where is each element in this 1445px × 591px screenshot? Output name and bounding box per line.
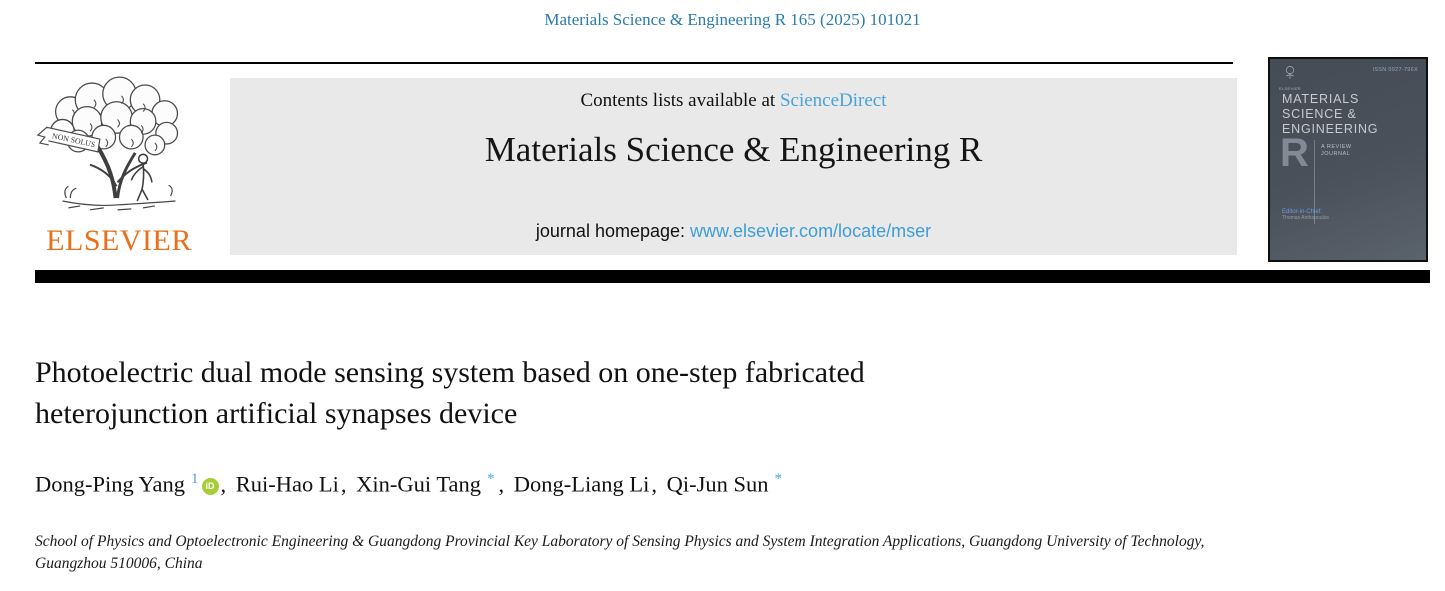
article-title-line1: Photoelectric dual mode sensing system b… — [35, 356, 865, 389]
journal-homepage-link[interactable]: www.elsevier.com/locate/mser — [690, 221, 932, 241]
orcid-icon[interactable]: iD — [201, 477, 219, 495]
cover-subtitle-line: A REVIEW — [1321, 144, 1352, 150]
author-list: Dong-Ping Yang 1 iD, Rui-Hao Li, Xin-Gui T… — [35, 471, 784, 498]
author-separator: , — [498, 471, 510, 497]
author-separator: , — [220, 471, 232, 497]
top-rule — [35, 62, 1233, 64]
elsevier-wordmark: ELSEVIER — [46, 224, 192, 257]
journal-cover: ELSEVIER ISSN 0927-796X MATERIALS SCIENC… — [1268, 57, 1428, 262]
corresponding-author-mark[interactable]: * — [487, 471, 495, 487]
article-title: Photoelectric dual mode sensing system b… — [35, 352, 865, 434]
cover-journal-title: MATERIALS SCIENCE & ENGINEERING — [1282, 92, 1378, 137]
affiliation-text: School of Physics and Optoelectronic Eng… — [35, 533, 1205, 572]
cover-issn: ISSN 0927-796X — [1372, 67, 1418, 73]
corresponding-author-mark[interactable]: * — [774, 471, 783, 487]
author-name: Dong-Ping Yang — [35, 471, 186, 497]
sciencedirect-link[interactable]: ScienceDirect — [779, 90, 887, 111]
cover-editor-block: Editor-in-Chief: Thomas Anthopoulos — [1282, 209, 1329, 221]
article-title-line2: heterojunction artificial synapses devic… — [35, 397, 518, 430]
journal-title: Materials Science & Engineering R — [484, 130, 983, 169]
cover-subtitle: A REVIEW JOURNAL — [1321, 144, 1352, 158]
cover-title-line: MATERIALS — [1282, 92, 1360, 106]
author-name: Qi-Jun Sun — [666, 471, 769, 497]
elsevier-tree-icon: NON SOLUS — [36, 76, 179, 211]
author-name: Xin-Gui Tang — [356, 471, 482, 497]
author-affiliation-mark[interactable]: 1 — [191, 471, 199, 487]
cover-big-letter: R — [1280, 131, 1309, 175]
author-separator: , — [340, 471, 353, 497]
cover-vertical-rule — [1314, 140, 1315, 224]
homepage-text: journal homepage: — [535, 221, 691, 241]
author-name: Rui-Hao Li — [235, 471, 339, 497]
cover-title-line: SCIENCE & — [1282, 107, 1357, 121]
contents-line: Contents lists available at ScienceDirec… — [230, 90, 1237, 112]
journal-header-box: Contents lists available at ScienceDirec… — [230, 78, 1237, 255]
contents-text: Contents lists available at — [580, 90, 780, 111]
homepage-line: journal homepage: www.elsevier.com/locat… — [230, 221, 1237, 242]
header-divider-bar — [35, 270, 1430, 283]
elsevier-logo: NON SOLUS ELSEVIER — [31, 70, 207, 258]
author-separator: , — [651, 471, 663, 497]
cover-editor-label: Editor-in-Chief: — [1282, 209, 1323, 215]
cover-title-line: ENGINEERING — [1282, 122, 1379, 136]
cover-elsevier-mini-logo: ELSEVIER — [1279, 65, 1301, 91]
cover-tree-icon — [1286, 66, 1294, 79]
cover-elsevier-mini-text: ELSEVIER — [1279, 86, 1301, 91]
author-name: Dong-Liang Li — [513, 471, 650, 497]
citation-line: Materials Science & Engineering R 165 (2… — [544, 10, 921, 29]
cover-subtitle-line: JOURNAL — [1321, 151, 1351, 157]
cover-editor-name: Thomas Anthopoulos — [1282, 215, 1329, 221]
